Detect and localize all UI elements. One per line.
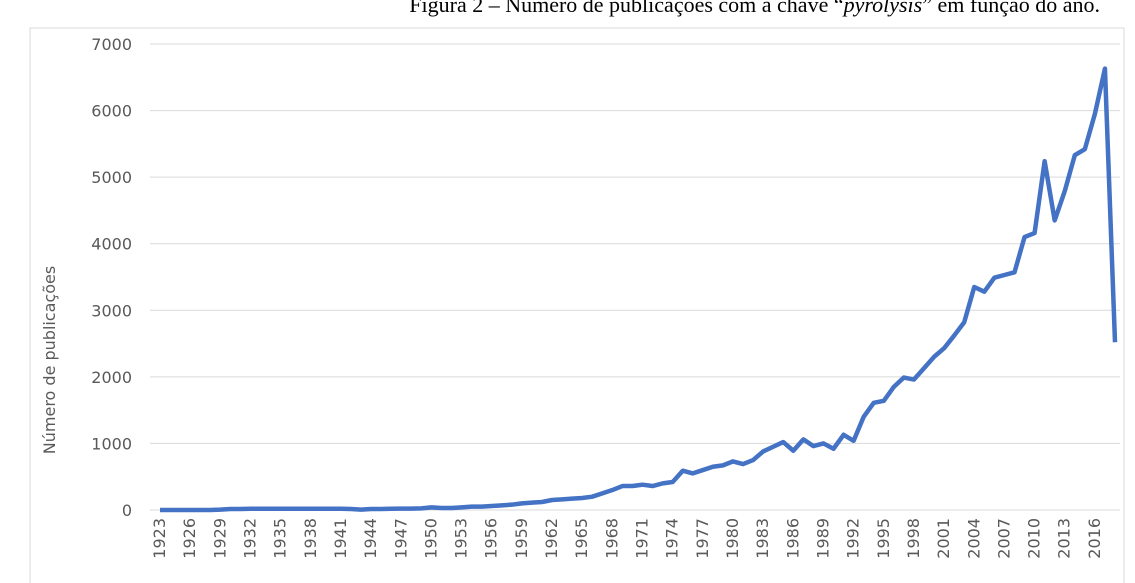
title-part: Figura 2 – Número de publicações com a c…: [409, 0, 843, 17]
title-band: [0, 0, 1135, 27]
x-tick-label: 1995: [874, 518, 893, 559]
x-tick-label: 1938: [301, 518, 320, 559]
x-tick-label: 2004: [964, 518, 983, 559]
x-tick-label: 1944: [361, 518, 380, 559]
x-tick-label: 1932: [240, 518, 259, 559]
y-tick-label: 2000: [91, 368, 132, 387]
x-tick-label: 1956: [482, 518, 501, 559]
y-tick-label: 1000: [91, 434, 132, 453]
x-tick-label: 1947: [391, 518, 410, 559]
data-line: [160, 66, 1118, 513]
y-axis-title: Número de publicações: [40, 266, 59, 454]
y-tick-label: 7000: [91, 35, 132, 54]
x-tick-label: 1986: [783, 518, 802, 559]
y-tick-label: 3000: [91, 301, 132, 320]
x-tick-label: 1989: [813, 518, 832, 559]
title-part: pyrolysis: [842, 0, 923, 17]
x-tick-label: 2010: [1025, 518, 1044, 559]
x-tick-label: 1983: [753, 518, 772, 559]
title-part: ” em função do ano.: [922, 0, 1100, 17]
x-tick-label: 1959: [512, 518, 531, 559]
y-tick-label: 0: [122, 501, 132, 520]
x-tick-label: 1926: [180, 518, 199, 559]
x-tick-label: 1935: [271, 518, 290, 559]
x-tick-label: 2001: [934, 518, 953, 559]
x-tick-label: 1974: [663, 518, 682, 559]
x-tick-label: 2016: [1085, 518, 1104, 559]
x-tick-label: 1977: [693, 518, 712, 559]
x-tick-label: 1941: [331, 518, 350, 559]
x-tick-label: 1965: [572, 518, 591, 559]
x-tick-label: 1998: [904, 518, 923, 559]
x-tick-label: 1992: [844, 518, 863, 559]
x-tick-label: 1971: [633, 518, 652, 559]
x-tick-label: 2007: [994, 518, 1013, 559]
x-tick-label: 1968: [602, 518, 621, 559]
y-tick-label: 6000: [91, 102, 132, 121]
x-tick-label: 1950: [421, 518, 440, 559]
x-tick-label: 1962: [542, 518, 561, 559]
chart-frame: [29, 27, 1125, 583]
x-tick-label: 1953: [452, 518, 471, 559]
x-tick-label: 1929: [210, 518, 229, 559]
chart-title: Figura 2 – Número de publicações com a c…: [409, 0, 1100, 17]
x-tick-label: 2013: [1055, 518, 1074, 559]
x-tick-label: 1923: [150, 518, 169, 559]
y-tick-label: 4000: [91, 235, 132, 254]
y-tick-label: 5000: [91, 168, 132, 187]
x-tick-label: 1980: [723, 518, 742, 559]
